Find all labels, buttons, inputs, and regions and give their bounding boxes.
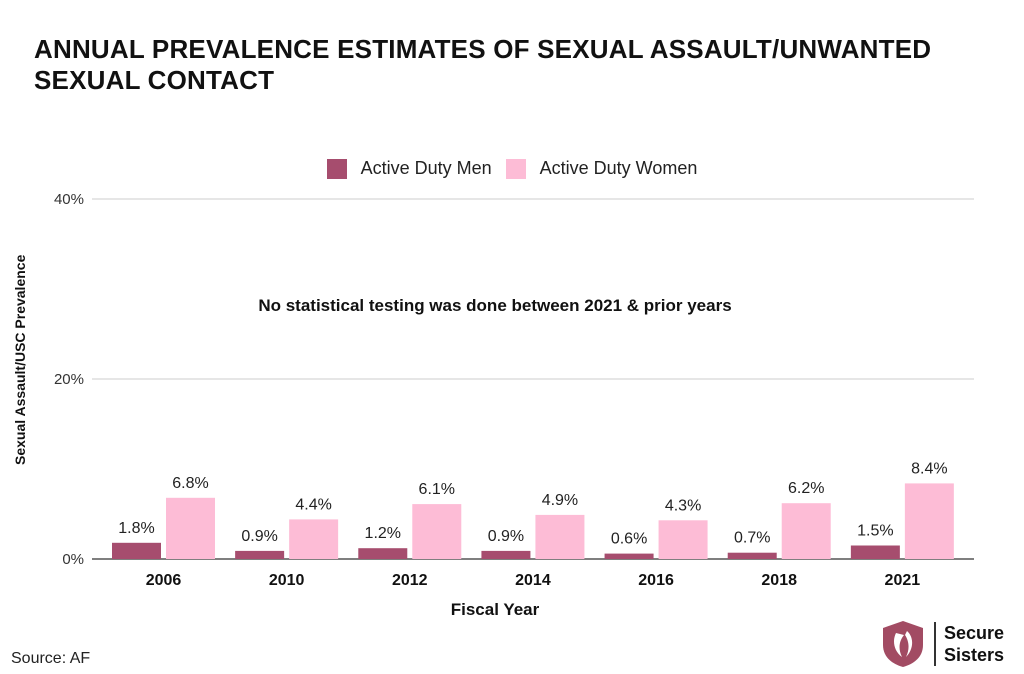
- bar-men: [604, 553, 654, 559]
- bar-men: [235, 550, 285, 559]
- chart-annotation: No statistical testing was done between …: [258, 296, 731, 315]
- data-label: 0.9%: [488, 528, 524, 545]
- bar-women: [166, 497, 215, 559]
- bar-women: [658, 520, 708, 559]
- legend-swatch-men: [326, 158, 347, 179]
- x-tick-label: 2016: [638, 572, 674, 589]
- y-tick-label: 0%: [62, 551, 84, 568]
- bar-women: [289, 519, 339, 559]
- y-tick-label: 40%: [54, 191, 84, 208]
- data-label: 6.2%: [788, 480, 824, 497]
- bar-men: [481, 550, 531, 559]
- bar-women: [781, 503, 831, 559]
- y-axis-label: Sexual Assault/USC Prevalence: [12, 254, 28, 465]
- x-tick-label: 2012: [392, 572, 428, 589]
- source-note: Source: AF: [11, 650, 91, 667]
- legend-swatch-women: [505, 158, 526, 179]
- x-tick-label: 2021: [885, 572, 921, 589]
- chart-legend: Active Duty Men Active Duty Women: [0, 158, 1024, 179]
- data-label: 1.2%: [365, 525, 401, 542]
- x-tick-label: 2006: [146, 572, 182, 589]
- data-label: 6.8%: [172, 475, 208, 492]
- brand-line-1: Secure: [944, 623, 1005, 643]
- data-label: 4.4%: [295, 496, 331, 513]
- bar-men: [850, 545, 900, 559]
- chart-title: ANNUAL PREVALENCE ESTIMATES OF SEXUAL AS…: [34, 34, 932, 95]
- x-tick-label: 2018: [761, 572, 797, 589]
- brand-divider: [934, 622, 936, 666]
- data-label: 6.1%: [419, 481, 455, 498]
- data-label: 8.4%: [911, 460, 947, 477]
- brand-line-2: Sisters: [944, 645, 1005, 665]
- data-label: 4.3%: [665, 497, 701, 514]
- x-tick-label: 2014: [515, 572, 551, 589]
- bar-women: [904, 483, 954, 559]
- bar-men: [358, 548, 408, 559]
- brand-name: Secure Sisters: [944, 622, 1004, 666]
- legend-item-men: Active Duty Men: [326, 158, 492, 179]
- data-label: 0.7%: [734, 530, 770, 547]
- x-axis-label: Fiscal Year: [450, 600, 540, 619]
- legend-item-women: Active Duty Women: [505, 158, 698, 179]
- legend-label-men: Active Duty Men: [360, 158, 492, 178]
- y-tick-label: 20%: [54, 371, 84, 388]
- data-label: 1.8%: [118, 520, 154, 537]
- bar-men: [112, 542, 161, 559]
- shield-logo-icon: [883, 621, 923, 667]
- brand-logo-block: Secure Sisters: [880, 618, 1020, 670]
- data-label: 0.9%: [241, 528, 277, 545]
- bar-men: [727, 552, 777, 559]
- bar-women: [412, 504, 462, 559]
- data-label: 4.9%: [542, 492, 578, 509]
- x-tick-label: 2010: [269, 572, 305, 589]
- data-label: 0.6%: [611, 531, 647, 548]
- legend-label-women: Active Duty Women: [539, 158, 698, 178]
- data-label: 1.5%: [857, 523, 893, 540]
- bar-women: [535, 514, 585, 559]
